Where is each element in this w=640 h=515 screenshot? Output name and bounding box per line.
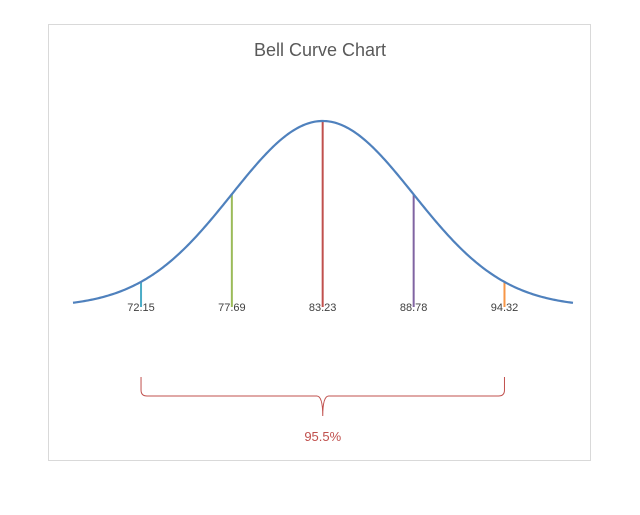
marker-lines	[140, 121, 506, 307]
chart-frame	[48, 24, 591, 461]
tick-label-5: 94.32	[491, 302, 519, 314]
tick-label-4: 88.78	[400, 302, 428, 314]
range-label: 95.5%	[304, 429, 341, 444]
bell-curve-line	[72, 119, 574, 304]
tick-label-1: 72.15	[127, 302, 155, 314]
tick-label-3: 83.23	[309, 302, 337, 314]
range-bracket	[140, 377, 505, 417]
chart-title: Bell Curve Chart	[254, 40, 386, 60]
tick-label-2: 77.69	[218, 302, 246, 314]
tick-labels: 72.15 77.69 83.23 88.78 94.32	[127, 302, 518, 314]
